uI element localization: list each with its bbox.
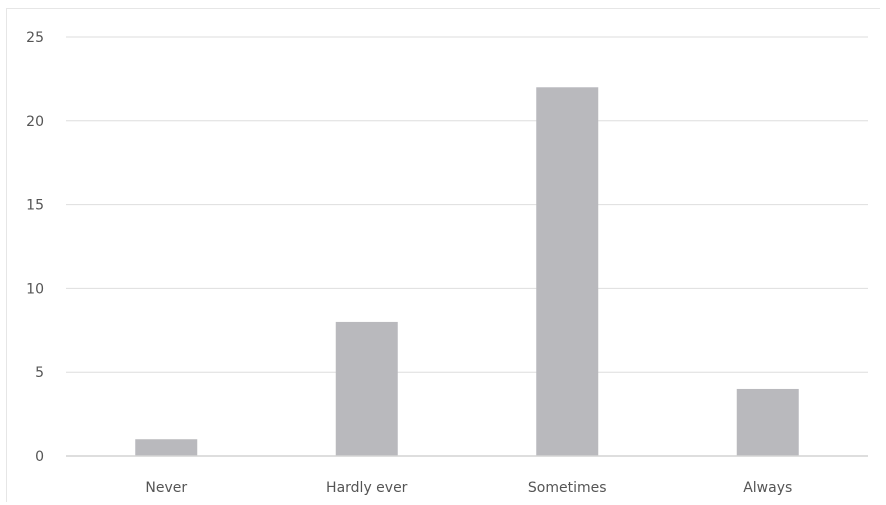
bar-hardly-ever [335,321,398,456]
bar-always [736,388,799,456]
bar-sometimes [536,87,599,456]
bar-layer [135,87,799,456]
x-tick-label: Always [743,480,792,496]
y-axis-tick-labels: 0 5 10 15 20 25 [26,30,44,465]
x-tick-label: Hardly ever [326,480,408,496]
x-tick-label: Sometimes [528,480,607,496]
y-tick-label: 0 [35,449,44,465]
y-tick-label: 15 [26,198,44,214]
x-tick-label: Never [145,480,187,496]
y-tick-label: 20 [26,114,44,130]
bar-never [135,439,198,456]
grid-layer [66,36,868,373]
chart-frame [6,8,880,502]
y-tick-label: 10 [26,281,44,297]
y-tick-label: 25 [26,30,44,46]
x-axis-tick-labels: Never Hardly ever Sometimes Always [145,480,792,496]
y-tick-label: 5 [35,365,44,381]
